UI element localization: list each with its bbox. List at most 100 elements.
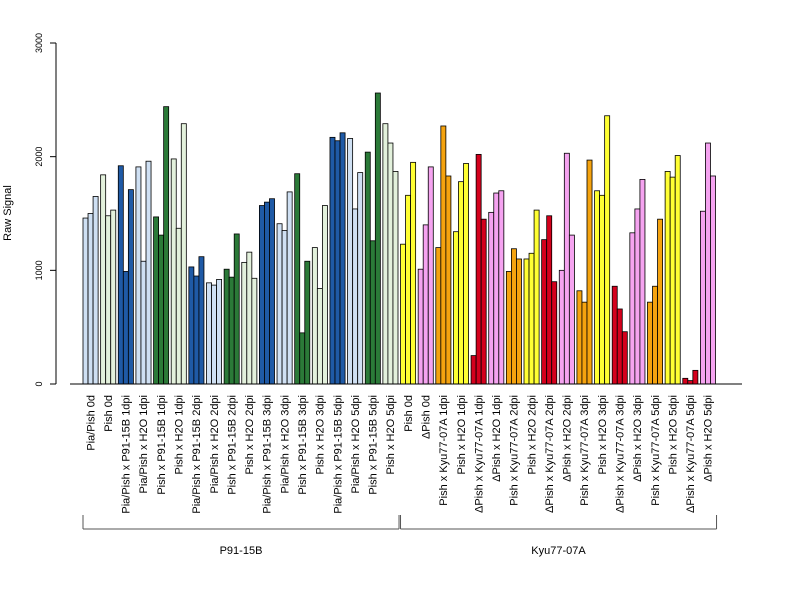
x-tick-label: Pish x P91-15B 2dpi xyxy=(226,395,238,495)
bar xyxy=(153,216,159,385)
x-tick-label: Pish x P91-15B 1dpi xyxy=(156,395,168,495)
bar xyxy=(422,224,429,385)
x-tick-label: ΔPish x H2O 5dpi xyxy=(703,395,715,482)
x-tick-label: Pish x H2O 3dpi xyxy=(315,395,327,474)
bar xyxy=(516,258,522,385)
bar xyxy=(523,258,530,385)
bar xyxy=(629,232,636,385)
bar xyxy=(453,231,459,385)
x-tick-label: ΔPish x Kyu77-07A 2dpi xyxy=(544,395,556,513)
bar xyxy=(276,223,283,385)
x-labels: Pia/Pish 0d Pish 0d Pia/Pish x P91-15B 1dp… xyxy=(85,395,714,514)
x-tick-label: ΔPish x H2O 3dpi xyxy=(632,395,644,482)
bar xyxy=(458,181,464,385)
x-tick-label: ΔPish x H2O 2dpi xyxy=(562,395,574,482)
bar xyxy=(339,132,346,385)
x-tick-label: Pish x P91-15B 3dpi xyxy=(297,395,309,495)
x-tick-label: Pia/Pish 0d xyxy=(85,395,97,451)
bar xyxy=(475,153,482,385)
bar xyxy=(311,247,318,385)
bar xyxy=(463,163,469,385)
x-tick-label: ΔPish 0d xyxy=(420,395,432,439)
bar xyxy=(369,240,376,385)
bar xyxy=(193,275,200,385)
bar xyxy=(692,369,699,385)
bar xyxy=(127,189,134,385)
x-tick-label: Pish x Kyu77-07A 3dpi xyxy=(579,395,591,506)
bar xyxy=(417,268,424,385)
bar xyxy=(87,213,94,385)
bar xyxy=(188,266,195,385)
bar xyxy=(682,377,689,385)
x-tick-label: Pish x H2O 1dpi xyxy=(456,395,468,474)
bar xyxy=(233,233,240,385)
bar xyxy=(551,281,558,385)
x-tick-label: Pia/Pish x P91-15B 1dpi xyxy=(121,395,133,514)
bar xyxy=(329,136,336,385)
x-tick-label: Pia/Pish x P91-15B 2dpi xyxy=(191,395,203,514)
group-label: P91-15B xyxy=(220,545,263,557)
bar xyxy=(546,215,553,385)
x-tick-label: Pish x H2O 2dpi xyxy=(244,395,256,474)
x-tick-label: Pish x H2O 5dpi xyxy=(385,395,397,474)
bar xyxy=(251,277,258,385)
bar xyxy=(286,191,293,385)
bar xyxy=(140,260,147,385)
x-tick-label: Pia/Pish x P91-15B 3dpi xyxy=(262,395,274,514)
x-tick-label: Pia/Pish x H2O 5dpi xyxy=(350,395,362,493)
y-axis: 0 1000 2000 3000 xyxy=(34,33,57,387)
bar xyxy=(488,211,495,385)
bar xyxy=(705,142,711,385)
x-tick-label: Pia/Pish x H2O 3dpi xyxy=(279,395,291,493)
x-tick-label: Pia/Pish x P91-15B 5dpi xyxy=(332,395,344,514)
bar xyxy=(352,208,359,385)
bar xyxy=(241,261,248,385)
y-axis-label: Raw Signal xyxy=(2,185,14,241)
bar xyxy=(563,152,570,385)
x-tick-label: Pish x Kyu77-07A 2dpi xyxy=(509,395,521,506)
bar xyxy=(510,248,517,385)
bar xyxy=(710,175,716,385)
bar xyxy=(82,217,89,385)
bar xyxy=(576,290,583,385)
bar xyxy=(657,218,663,385)
x-tick-label: Pish x Kyu77-07A 1dpi xyxy=(438,395,450,506)
x-tick-label: ΔPish x H2O 1dpi xyxy=(491,395,503,482)
bar xyxy=(647,301,653,385)
x-tick-label: Pish x H2O 3dpi xyxy=(597,395,609,474)
bar xyxy=(594,190,600,385)
bar xyxy=(294,173,301,385)
x-tick-label: ΔPish x Kyu77-07A 3dpi xyxy=(615,395,627,513)
y-tick-label: 1000 xyxy=(34,260,44,280)
bar xyxy=(211,284,217,385)
bar xyxy=(269,198,275,385)
bar xyxy=(558,269,565,385)
bar xyxy=(604,115,611,385)
bar xyxy=(382,123,389,385)
bar xyxy=(163,106,170,385)
bar xyxy=(145,160,152,385)
group-brackets: P91-15B Kyu77-07A xyxy=(82,515,718,557)
bar xyxy=(586,159,593,385)
bar xyxy=(347,138,354,385)
bar xyxy=(498,190,505,385)
bar xyxy=(700,210,706,385)
bar xyxy=(299,332,306,385)
x-tick-label: Pia/Pish x H2O 2dpi xyxy=(209,395,221,493)
bar xyxy=(470,355,477,385)
bar xyxy=(246,251,253,385)
bar xyxy=(122,271,129,385)
bar xyxy=(687,380,694,385)
bar xyxy=(445,175,452,385)
bar xyxy=(264,201,270,385)
bar xyxy=(357,172,364,385)
bar xyxy=(135,166,142,385)
bar xyxy=(533,209,540,385)
bar xyxy=(616,308,623,385)
bar xyxy=(480,218,487,385)
bar xyxy=(639,178,646,385)
bar xyxy=(599,194,606,385)
x-tick-label: Pia/Pish x H2O 1dpi xyxy=(138,395,150,493)
bar xyxy=(175,227,182,385)
bar xyxy=(100,174,107,385)
